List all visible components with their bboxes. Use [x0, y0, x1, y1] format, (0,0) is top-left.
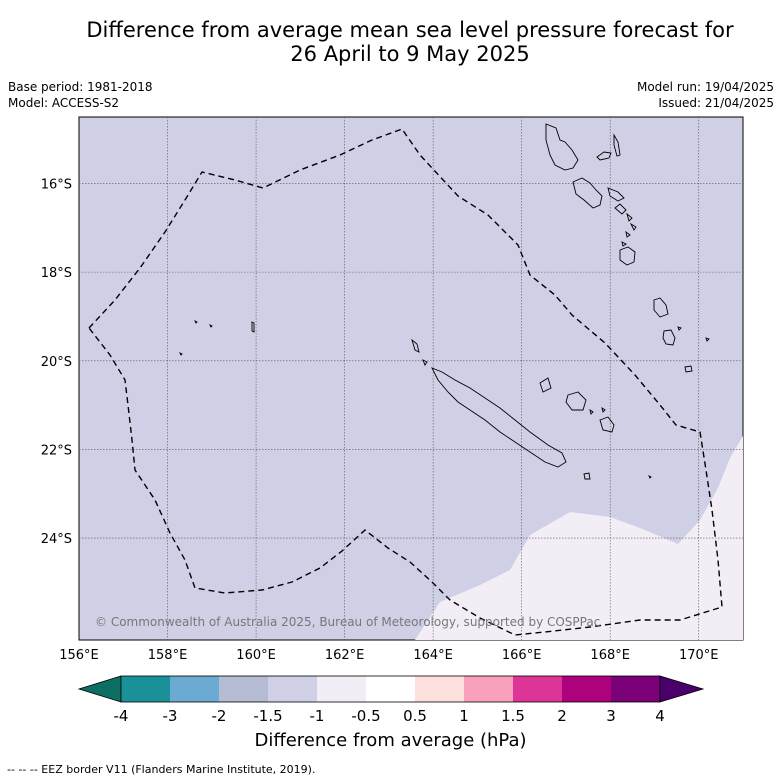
lon-tick-label: 156°E [59, 648, 99, 663]
colorbar-tick-label: -1.5 [253, 707, 282, 725]
title-line-2: 26 April to 9 May 2025 [290, 42, 530, 66]
lon-tick-label: 160°E [236, 648, 276, 663]
lat-tick-label: 24°S [41, 532, 72, 547]
colorbar [77, 675, 705, 703]
gridlines [79, 117, 743, 640]
colorbar-segment [562, 676, 611, 702]
copyright-text: © Commonwealth of Australia 2025, Bureau… [95, 615, 600, 629]
colorbar-tick-label: 4 [655, 707, 665, 725]
base-period-text: Base period: 1981-2018 [8, 80, 153, 94]
model-run-text: Model run: 19/04/2025 [636, 80, 774, 94]
colorbar-tick-label: -0.5 [351, 707, 380, 725]
lon-tick-labels: 156°E 158°E 160°E 162°E 164°E 166°E 168°E 170°E [59, 648, 718, 663]
colorbar-segment [415, 676, 464, 702]
colorbar-tick-labels: -4 -3 -2 -1.5 -1 -0.5 0.5 1 1.5 2 3 4 [114, 707, 665, 725]
issued-text: Issued: 21/04/2025 [658, 96, 774, 110]
colorbar-segment [366, 676, 415, 702]
lon-tick-label: 162°E [325, 648, 365, 663]
colorbar-segment [170, 676, 219, 702]
lon-tick-label: 158°E [148, 648, 188, 663]
lon-tick-label: 168°E [590, 648, 630, 663]
colorbar-tick-label: -4 [114, 707, 129, 725]
small-islands [178, 319, 652, 479]
colorbar-label: Difference from average (hPa) [254, 730, 527, 751]
colorbar-extend-low [77, 675, 122, 703]
colorbar-tick-label: 1 [459, 707, 469, 725]
colorbar-segment [121, 676, 170, 702]
colorbar-segment [317, 676, 366, 702]
meta-right: Model run: 19/04/2025 Issued: 21/04/2025 [637, 79, 774, 111]
eez-border [88, 128, 723, 636]
colorbar-segment [611, 676, 660, 702]
chart-title: Difference from average mean sea level p… [0, 18, 781, 66]
eez-footer-note: -- -- -- EEZ border V11 (Flanders Marine… [7, 763, 316, 776]
colorbar-tick-label: 2 [557, 707, 567, 725]
lon-tick-label: 170°E [679, 648, 719, 663]
colorbar-tick-label: 0.5 [403, 707, 427, 725]
title-line-1: Difference from average mean sea level p… [86, 18, 734, 42]
colorbar-segment [219, 676, 268, 702]
lat-tick-labels: 16°S 18°S 20°S 22°S 24°S [41, 177, 72, 547]
lat-tick-label: 16°S [41, 177, 72, 192]
vanuatu-islands [545, 123, 710, 373]
colorbar-tick-label: -2 [212, 707, 227, 725]
colorbar-segment [513, 676, 562, 702]
lon-tick-label: 164°E [413, 648, 453, 663]
colorbar-tick-label: -1 [310, 707, 325, 725]
model-text: Model: ACCESS-S2 [8, 96, 120, 110]
colorbar-tick-label: 1.5 [501, 707, 525, 725]
colorbar-outline [120, 675, 661, 703]
meta-left: Base period: 1981-2018 Model: ACCESS-S2 [8, 79, 153, 111]
new-caledonia [411, 338, 615, 480]
lat-tick-label: 20°S [41, 355, 72, 370]
lon-tick-label: 166°E [502, 648, 542, 663]
anomaly-region [415, 436, 743, 640]
colorbar-segment [464, 676, 513, 702]
colorbar-tick-label: 3 [606, 707, 616, 725]
colorbar-tick-label: -3 [163, 707, 178, 725]
lat-tick-label: 18°S [41, 266, 72, 281]
lat-tick-label: 22°S [41, 443, 72, 458]
colorbar-extend-high [659, 675, 705, 703]
map-panel: © Commonwealth of Australia 2025, Bureau… [41, 116, 744, 663]
colorbar-segment [268, 676, 317, 702]
